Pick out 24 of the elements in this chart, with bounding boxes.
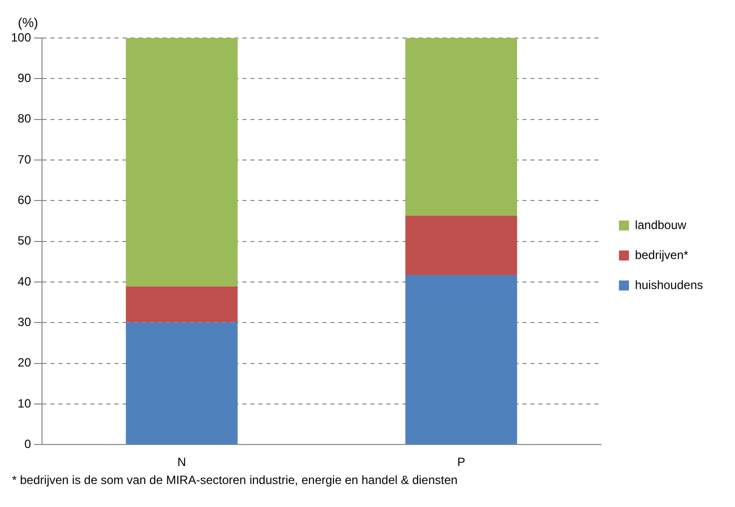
y-tick-label: 80 — [18, 112, 32, 126]
y-tick-label: 40 — [18, 274, 32, 288]
y-tick-label: 70 — [18, 152, 32, 166]
y-tick-label: 30 — [18, 314, 32, 329]
y-tick-label: 10 — [18, 396, 32, 410]
x-tick-label: N — [177, 455, 186, 470]
y-tick-label: 20 — [18, 356, 32, 370]
y-tick-label: 0 — [24, 436, 32, 451]
bar — [405, 275, 518, 444]
bar — [126, 38, 238, 286]
text: * bedrijven is de som van de MIRA-sectoren industrie, energie en handel & diensten — [12, 473, 459, 487]
y-tick-label: 60 — [18, 192, 32, 207]
bar — [126, 322, 238, 444]
legend-label: landbouw — [634, 218, 687, 232]
legend-label: huishoudens — [634, 278, 704, 292]
y-axis-title: (%) — [18, 15, 38, 30]
legend-label: bedrijven* — [634, 248, 689, 262]
x-tick-label: P — [457, 455, 466, 470]
bar — [126, 286, 238, 322]
y-tick-label: 100 — [10, 30, 32, 44]
y-tick-label: 50 — [18, 234, 32, 248]
bar — [405, 216, 518, 276]
bar — [405, 38, 518, 216]
y-tick-label: 90 — [18, 70, 32, 85]
